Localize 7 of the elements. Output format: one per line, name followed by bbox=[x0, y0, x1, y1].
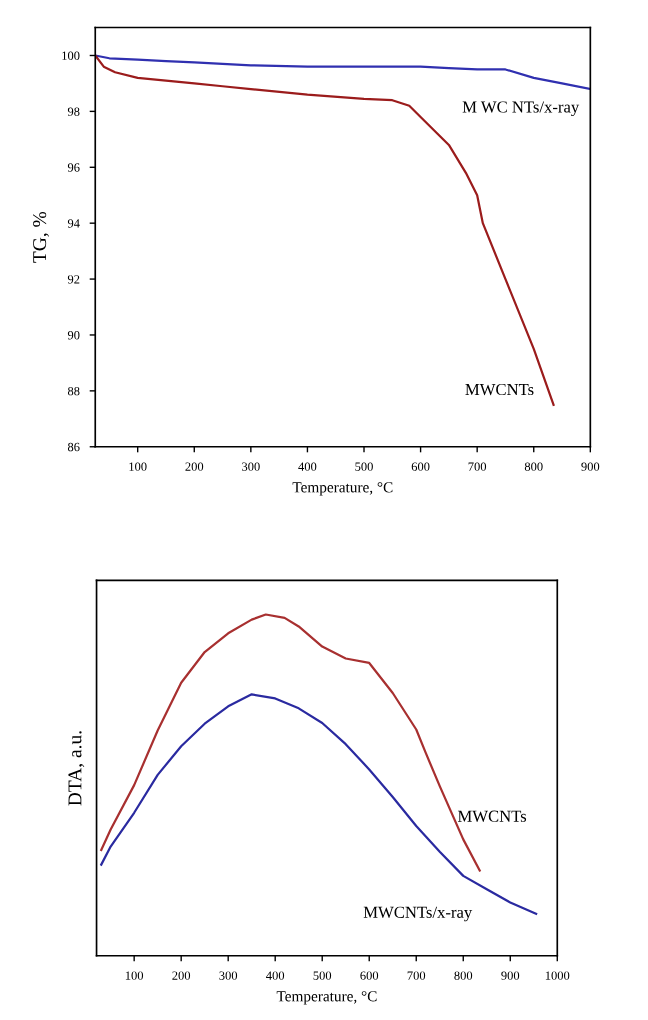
series-label: MWCNTs bbox=[457, 810, 527, 822]
series-label: MWCNTs/x-ray bbox=[363, 906, 473, 922]
y-axis-title: DTA, a.u. bbox=[68, 731, 85, 806]
series-label: M WC NTs/x-ray bbox=[462, 101, 580, 117]
series-label: MWCNTs bbox=[465, 383, 534, 396]
line-series bbox=[95, 54, 591, 91]
y-axis-title: TG, % bbox=[33, 211, 49, 263]
